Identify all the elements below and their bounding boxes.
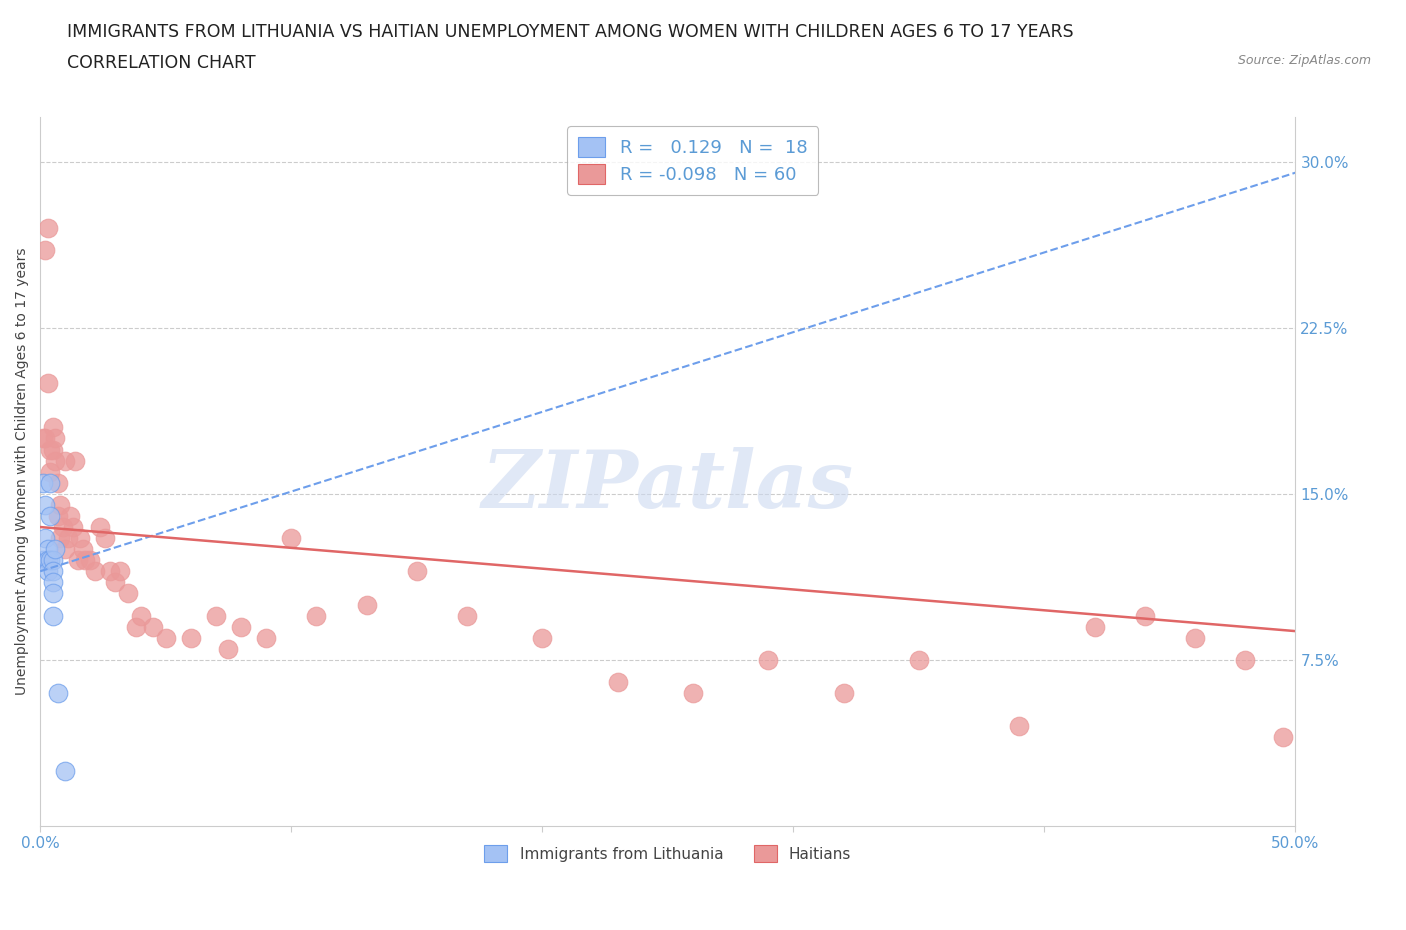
Point — [100, 564, 122, 578]
Point — [31, 475, 53, 490]
Point — [39, 475, 62, 490]
Point — [79, 552, 101, 567]
Point — [1133, 608, 1156, 623]
Point — [66, 552, 89, 567]
Text: ZIPatlas: ZIPatlas — [482, 447, 853, 525]
Point — [104, 575, 127, 590]
Point — [39, 442, 62, 457]
Point — [34, 243, 56, 258]
Point — [37, 376, 59, 391]
Point — [756, 653, 779, 668]
Point — [31, 552, 53, 567]
Point — [46, 475, 69, 490]
Point — [69, 531, 91, 546]
Point — [39, 509, 62, 524]
Point — [84, 564, 107, 578]
Point — [37, 552, 59, 567]
Point — [1234, 653, 1257, 668]
Point — [72, 542, 94, 557]
Point — [229, 619, 252, 634]
Point — [39, 464, 62, 479]
Point — [44, 542, 66, 557]
Legend: Immigrants from Lithuania, Haitians: Immigrants from Lithuania, Haitians — [478, 839, 858, 868]
Point — [205, 608, 228, 623]
Point — [34, 431, 56, 445]
Point — [31, 431, 53, 445]
Point — [53, 764, 76, 778]
Point — [44, 431, 66, 445]
Point — [405, 564, 427, 578]
Point — [832, 685, 855, 700]
Point — [44, 453, 66, 468]
Point — [41, 564, 63, 578]
Point — [49, 531, 72, 546]
Point — [41, 575, 63, 590]
Point — [62, 520, 84, 535]
Point — [41, 608, 63, 623]
Point — [908, 653, 931, 668]
Point — [39, 552, 62, 567]
Point — [124, 619, 146, 634]
Point — [41, 586, 63, 601]
Point — [53, 542, 76, 557]
Point — [117, 586, 139, 601]
Point — [59, 509, 82, 524]
Point — [155, 631, 177, 645]
Point — [531, 631, 554, 645]
Point — [41, 420, 63, 435]
Point — [142, 619, 165, 634]
Point — [89, 520, 111, 535]
Point — [1184, 631, 1206, 645]
Point — [53, 453, 76, 468]
Point — [41, 442, 63, 457]
Point — [46, 685, 69, 700]
Point — [46, 509, 69, 524]
Point — [280, 531, 302, 546]
Point — [356, 597, 378, 612]
Point — [1008, 719, 1031, 734]
Point — [1271, 730, 1294, 745]
Point — [49, 498, 72, 512]
Point — [456, 608, 478, 623]
Point — [94, 531, 117, 546]
Point — [41, 552, 63, 567]
Point — [52, 520, 75, 535]
Point — [56, 531, 79, 546]
Point — [34, 531, 56, 546]
Point — [37, 564, 59, 578]
Text: CORRELATION CHART: CORRELATION CHART — [67, 54, 256, 72]
Point — [682, 685, 704, 700]
Point — [129, 608, 152, 623]
Point — [254, 631, 277, 645]
Point — [34, 498, 56, 512]
Point — [75, 552, 97, 567]
Point — [110, 564, 132, 578]
Point — [217, 642, 239, 657]
Point — [37, 542, 59, 557]
Text: IMMIGRANTS FROM LITHUANIA VS HAITIAN UNEMPLOYMENT AMONG WOMEN WITH CHILDREN AGES: IMMIGRANTS FROM LITHUANIA VS HAITIAN UNE… — [67, 23, 1074, 41]
Point — [37, 220, 59, 235]
Text: Source: ZipAtlas.com: Source: ZipAtlas.com — [1237, 54, 1371, 67]
Point — [606, 674, 628, 689]
Point — [180, 631, 202, 645]
Y-axis label: Unemployment Among Women with Children Ages 6 to 17 years: Unemployment Among Women with Children A… — [15, 248, 30, 696]
Point — [305, 608, 328, 623]
Point — [1084, 619, 1107, 634]
Point — [65, 453, 87, 468]
